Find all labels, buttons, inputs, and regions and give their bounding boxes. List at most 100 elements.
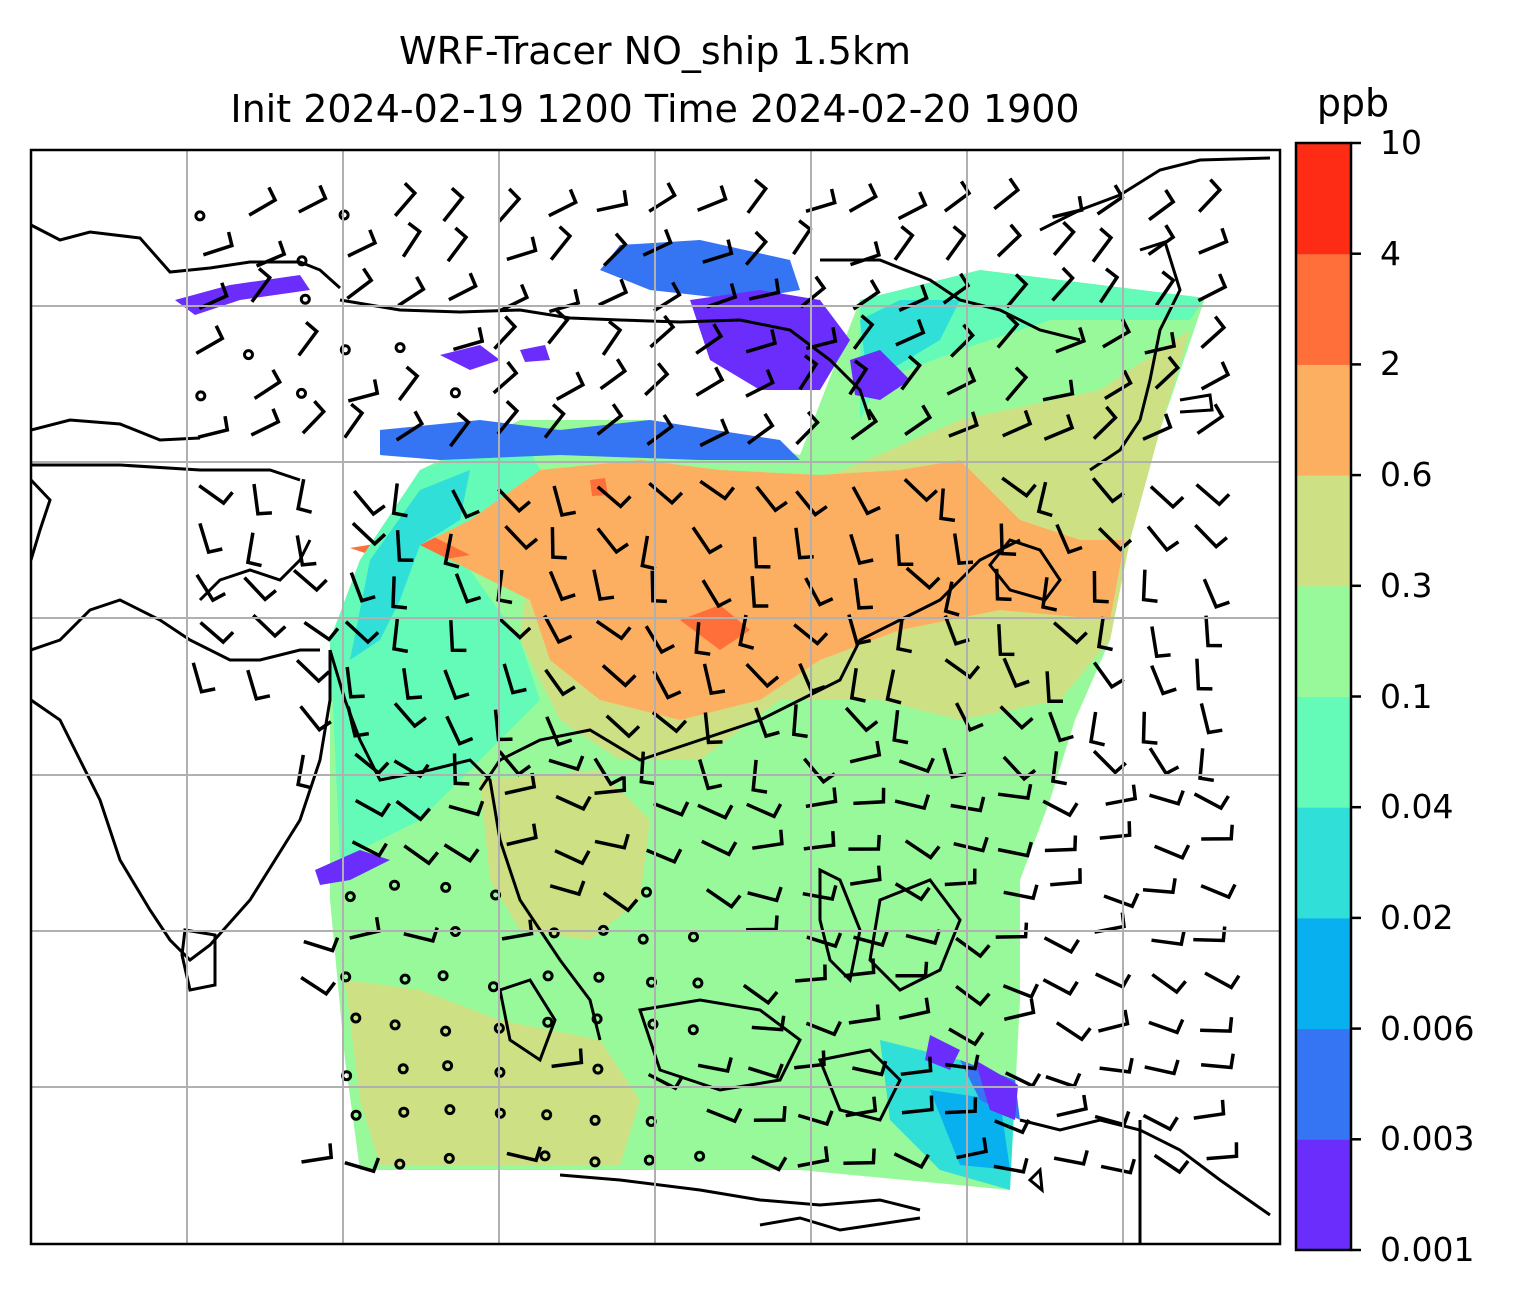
wind-barb <box>300 976 337 997</box>
wind-barb <box>506 236 538 262</box>
wind-barb <box>594 776 627 795</box>
colorbar-segment <box>1296 1028 1351 1140</box>
colorbar-segment <box>1296 585 1351 697</box>
wind-barb <box>754 707 780 739</box>
wind-barb <box>1197 273 1228 303</box>
wind-barb <box>1201 824 1234 841</box>
calm-wind-marker <box>688 931 699 943</box>
coastline <box>31 478 52 561</box>
colorbar-segment <box>1296 696 1351 808</box>
wind-barb <box>894 882 931 902</box>
wind-barb <box>792 219 813 256</box>
coastline <box>31 418 201 442</box>
wind-barb <box>702 663 726 696</box>
wind-barb <box>595 619 632 641</box>
coastline <box>31 463 301 482</box>
colorbar-tick-label: 0.003 <box>1380 1119 1475 1159</box>
wind-barb <box>751 1015 786 1032</box>
calm-wind-marker <box>539 1150 551 1162</box>
wind-barb <box>252 483 273 516</box>
wind-barb <box>793 623 829 646</box>
wind-barb <box>699 418 730 448</box>
wind-barb <box>245 532 262 568</box>
wind-barb <box>948 1027 985 1047</box>
wind-barb <box>1200 1053 1235 1070</box>
wind-barb <box>706 1107 743 1124</box>
wind-barb <box>1055 523 1083 555</box>
wind-barb <box>550 527 567 560</box>
wind-barb <box>1052 220 1076 257</box>
wind-barb <box>893 225 915 261</box>
field-level-1 <box>975 1060 1018 1120</box>
wind-barb <box>1147 224 1176 256</box>
wind-barb <box>1092 661 1125 690</box>
wind-barb <box>843 1148 876 1165</box>
calm-wind-marker <box>389 879 400 891</box>
wind-barb <box>1193 1099 1226 1120</box>
wind-barb <box>1150 626 1171 659</box>
wind-barb <box>506 823 538 847</box>
wind-barb <box>296 478 313 514</box>
calm-wind-marker <box>339 344 351 356</box>
wind-barb <box>750 575 769 608</box>
calm-wind-marker <box>397 1063 409 1075</box>
wind-barb <box>752 536 771 569</box>
wind-barb <box>697 803 734 820</box>
calm-wind-marker <box>589 1114 601 1126</box>
coastline <box>31 223 342 290</box>
wind-barb <box>1001 409 1033 438</box>
wind-barb <box>496 400 520 436</box>
wind-barb <box>694 622 711 656</box>
wind-barb <box>346 267 374 300</box>
calm-wind-marker <box>641 886 652 898</box>
wind-barb <box>653 801 690 817</box>
wind-barb <box>943 614 970 646</box>
wind-barb <box>848 183 878 213</box>
field-level-8 <box>680 605 750 650</box>
wind-barb <box>848 1004 881 1025</box>
wind-barb <box>752 829 784 850</box>
wind-barb <box>351 521 387 547</box>
wind-barb <box>1149 789 1185 806</box>
wind-barb <box>1154 270 1176 307</box>
calm-wind-marker <box>243 349 254 361</box>
calm-wind-marker <box>541 1109 553 1121</box>
wind-barb <box>999 523 1017 556</box>
wind-barb <box>347 229 378 258</box>
coastline <box>328 649 602 1041</box>
wind-barb <box>939 488 956 523</box>
wind-barb <box>594 833 630 850</box>
wind-barb <box>1151 930 1186 947</box>
wind-barb <box>843 958 876 978</box>
wind-barb <box>598 278 629 307</box>
coastline <box>1027 1166 1044 1194</box>
wind-barb <box>1194 523 1229 549</box>
coastline <box>759 1216 921 1232</box>
wind-barb <box>449 620 467 653</box>
calm-wind-marker <box>643 1154 655 1166</box>
wind-barb <box>805 787 838 809</box>
wind-barb <box>644 625 675 655</box>
wind-barb <box>953 836 989 853</box>
wind-barb <box>1055 1021 1092 1042</box>
wind-barb <box>701 839 738 857</box>
wind-barb <box>893 1152 930 1170</box>
wind-barb <box>753 1105 787 1122</box>
wind-barb <box>1052 195 1084 219</box>
wind-barb <box>593 757 624 787</box>
calm-wind-marker <box>449 387 461 399</box>
coastline <box>1039 156 1271 232</box>
wind-barb <box>493 315 518 350</box>
coastline <box>559 1173 921 1212</box>
wind-barb <box>346 706 370 738</box>
wind-barb <box>344 620 380 645</box>
wind-barb <box>794 527 814 560</box>
wind-barb <box>946 367 977 396</box>
wind-barb <box>1153 1153 1190 1175</box>
wind-barb <box>996 223 1023 258</box>
wind-barb <box>1092 405 1118 440</box>
field-level-1 <box>520 345 550 362</box>
wind-barb <box>543 614 573 645</box>
wind-barb <box>443 533 460 569</box>
